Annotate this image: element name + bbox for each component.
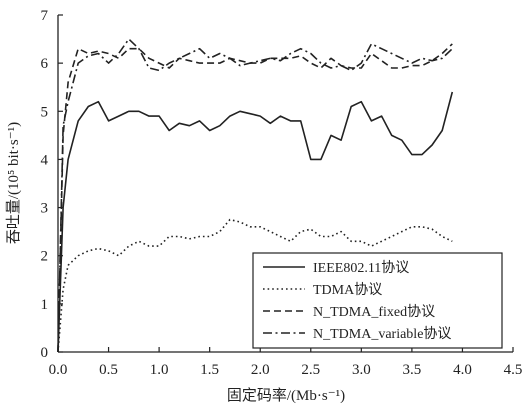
legend-label: N_TDMA_fixed协议 — [313, 304, 435, 320]
ticks-layer: 0.0 0.5 1.0 1.5 2.0 2.5 3.0 3.5 4.0 4.5 0 1 2 3 4 5 6 7 — [41, 8, 523, 378]
legend-label: N_TDMA_variable协议 — [313, 326, 451, 342]
y-axis-title: 吞吐量/(10⁵ bit·s⁻¹) — [5, 122, 22, 244]
series-layer — [57, 38, 454, 353]
x-axis-title: 固定码率/(Mb·s⁻¹) — [227, 387, 345, 404]
legend: IEEE802.11协议 TDMA协议 N_TDMA_fixed协议 N_TDMA_v… — [252, 252, 503, 349]
x-tick-label: 2.5 — [301, 362, 320, 378]
x-tick-label: 4.0 — [453, 362, 472, 378]
y-tick-label: 7 — [41, 8, 49, 24]
y-tick-label: 0 — [41, 345, 49, 361]
legend-label: IEEE802.11协议 — [313, 260, 409, 276]
series-line-solid — [57, 91, 454, 353]
series-line-dashdot — [57, 38, 453, 353]
y-tick-label: 1 — [41, 297, 49, 313]
y-tick-label: 6 — [41, 56, 49, 72]
axes-layer — [57, 15, 513, 353]
x-tick-label: 1.5 — [200, 362, 219, 378]
y-tick-label: 4 — [41, 152, 49, 168]
legend-box — [252, 252, 503, 349]
x-tick-label: 2.0 — [251, 362, 270, 378]
y-tick-label: 3 — [41, 201, 49, 217]
y-tick-label: 2 — [41, 249, 49, 265]
y-tick-label: 5 — [41, 104, 49, 120]
x-tick-label: 1.0 — [150, 362, 169, 378]
x-tick-label: 0.0 — [49, 362, 68, 378]
x-tick-label: 3.5 — [403, 362, 422, 378]
x-tick-label: 0.5 — [99, 362, 118, 378]
legend-label: TDMA协议 — [313, 282, 382, 298]
series-line-dotted — [57, 218, 453, 353]
x-tick-label: 4.5 — [504, 362, 523, 378]
x-tick-label: 3.0 — [352, 362, 371, 378]
